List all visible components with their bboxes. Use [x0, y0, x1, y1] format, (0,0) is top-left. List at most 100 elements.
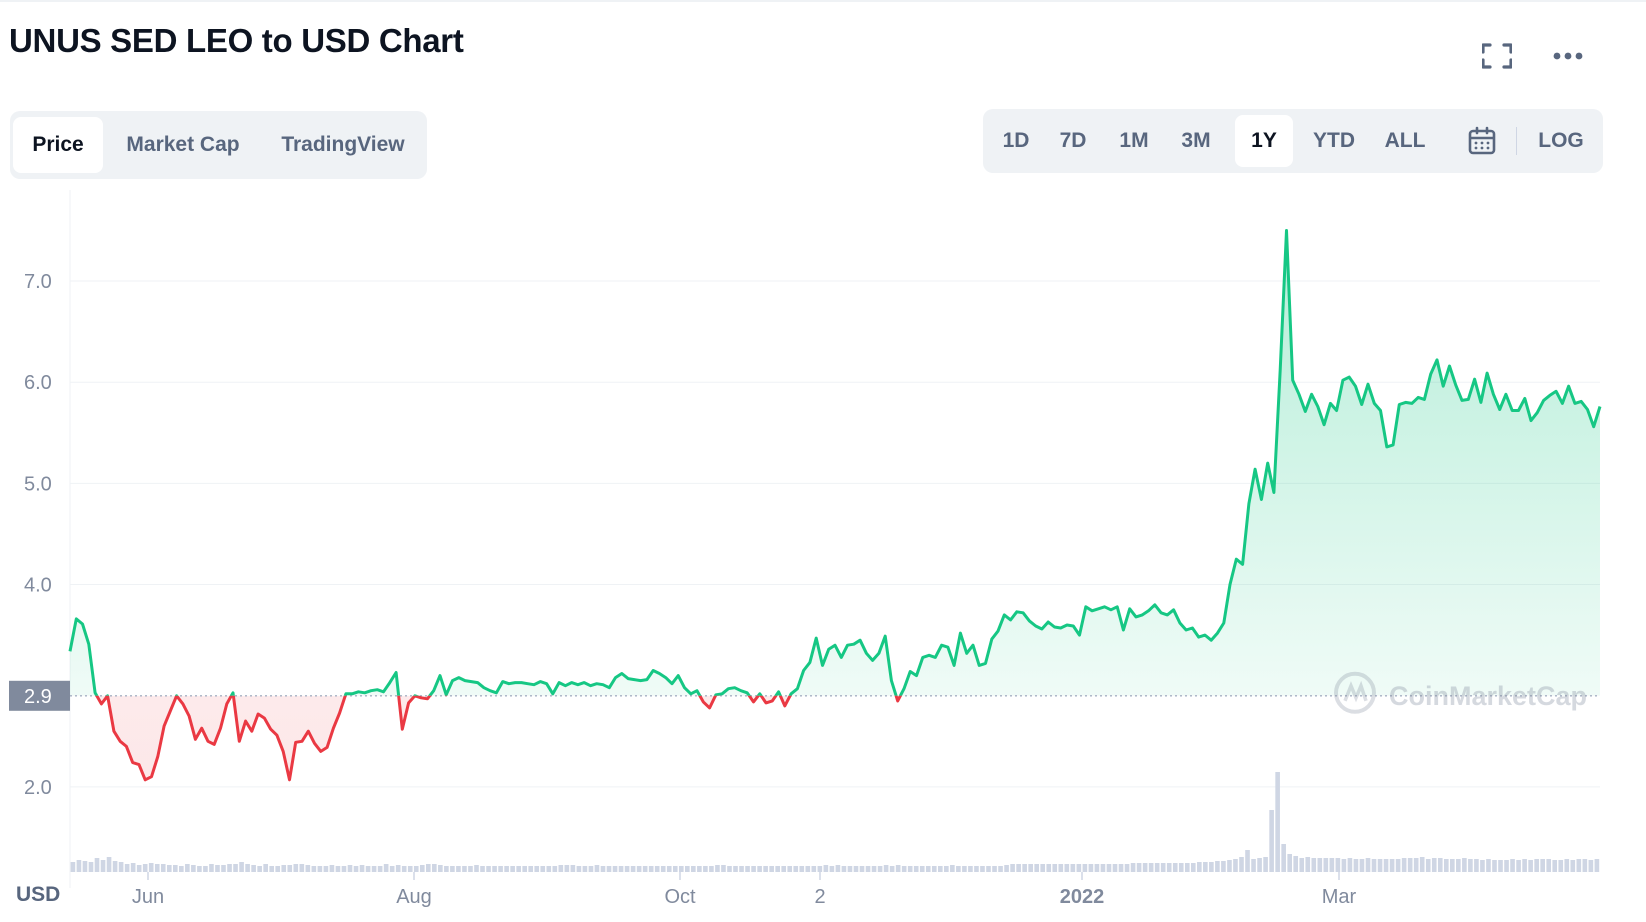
- volume-bar: [829, 866, 835, 872]
- range-1d[interactable]: 1D: [1002, 129, 1030, 152]
- volume-bar: [1034, 864, 1040, 872]
- volume-bar: [799, 866, 805, 872]
- x-tick-label: Oct: [664, 886, 696, 908]
- volume-bar: [962, 866, 967, 872]
- volume-bar: [480, 866, 485, 872]
- volume-bar: [925, 866, 931, 872]
- volume-bar: [1118, 864, 1124, 872]
- volume-bar: [287, 865, 293, 872]
- volume-bar: [1203, 862, 1208, 872]
- range-divider: [1516, 127, 1517, 155]
- volume-bar: [1552, 860, 1558, 872]
- range-ytd[interactable]: YTD: [1313, 129, 1355, 152]
- volume-bar: [124, 864, 130, 872]
- range-7d[interactable]: 7D: [1059, 129, 1087, 152]
- volume-bar: [540, 866, 546, 872]
- volume-bar: [889, 866, 895, 872]
- volume-bar: [1269, 810, 1274, 872]
- volume-bar: [1576, 859, 1582, 872]
- volume-bar: [365, 866, 371, 872]
- volume-bar: [715, 865, 720, 872]
- more-options-button[interactable]: [1548, 38, 1588, 74]
- tab-price[interactable]: Price: [13, 117, 103, 173]
- volume-bar: [1383, 859, 1389, 872]
- volume-bar: [570, 865, 576, 872]
- volume-bar: [1419, 857, 1425, 872]
- volume-bar: [883, 865, 889, 872]
- volume-bar: [1317, 858, 1323, 872]
- tab-tradingview[interactable]: TradingView: [281, 133, 405, 156]
- range-1y[interactable]: 1Y: [1235, 115, 1293, 167]
- volume-bar: [1293, 856, 1299, 872]
- volume-bar: [781, 866, 787, 872]
- y-tick-label: 2.0: [24, 777, 52, 799]
- y-tick-label: 5.0: [24, 473, 52, 495]
- x-tick-label: Mar: [1322, 886, 1357, 908]
- volume-bar: [413, 866, 419, 872]
- range-1m[interactable]: 1M: [1119, 129, 1149, 152]
- volume-bar: [1100, 864, 1106, 872]
- volume-bar: [1413, 858, 1419, 872]
- volume-bar: [215, 865, 220, 872]
- volume-bar: [1257, 858, 1262, 872]
- x-tick-label: Jun: [132, 886, 164, 908]
- volume-bar: [1329, 858, 1335, 872]
- volume-bar: [227, 864, 232, 872]
- range-all[interactable]: ALL: [1384, 129, 1426, 152]
- volume-bar: [1401, 858, 1407, 872]
- volume-bar: [1088, 864, 1094, 872]
- volume-bar: [221, 865, 226, 872]
- volume-bar: [269, 866, 275, 872]
- volume-bar: [1275, 772, 1280, 872]
- volume-bar: [1227, 860, 1232, 872]
- volume-bar: [299, 864, 305, 872]
- volume-bar: [1016, 864, 1021, 872]
- price-line-up: [68, 229, 1602, 696]
- volume-bar: [1106, 864, 1112, 872]
- volume-bar: [1022, 864, 1027, 872]
- volume-bar: [691, 866, 696, 872]
- volume-bar: [353, 866, 359, 872]
- volume-bar: [82, 861, 88, 872]
- range-3m[interactable]: 3M: [1181, 129, 1211, 152]
- volume-bar: [1245, 850, 1250, 872]
- volume-bar: [106, 857, 112, 872]
- volume-bar: [1371, 859, 1377, 872]
- volume-bar: [847, 866, 853, 872]
- volume-bar: [1263, 857, 1268, 872]
- log-scale-toggle[interactable]: LOG: [1538, 129, 1584, 152]
- volume-bar: [998, 866, 1003, 872]
- volume-bar: [1437, 858, 1443, 872]
- volume-bar: [1209, 862, 1214, 872]
- volume-bar: [986, 866, 991, 872]
- volume-bar: [359, 865, 365, 872]
- volume-bar: [1347, 858, 1353, 872]
- volume-bar: [1443, 859, 1449, 872]
- volume-bar: [395, 865, 401, 872]
- volume-bar: [1239, 857, 1244, 872]
- date-picker-button[interactable]: [1465, 123, 1499, 159]
- volume-bar: [1492, 860, 1497, 872]
- tab-market-cap[interactable]: Market Cap: [126, 133, 240, 156]
- watermark-logo: [1334, 671, 1376, 714]
- volume-bar: [1178, 863, 1184, 872]
- volume-bar: [1341, 859, 1347, 872]
- volume-bar: [239, 862, 244, 872]
- volume-bar: [383, 864, 389, 872]
- volume-bar: [323, 866, 329, 872]
- volume-bar: [757, 866, 762, 872]
- volume-bar: [727, 866, 732, 872]
- volume-bar: [1474, 859, 1479, 872]
- volume-bar: [817, 866, 823, 872]
- volume-bar: [1299, 858, 1305, 872]
- volume-bar: [1558, 860, 1564, 872]
- volume-bar: [944, 866, 949, 872]
- volume-bar: [516, 866, 521, 872]
- volume-bar: [1504, 860, 1509, 872]
- fullscreen-button[interactable]: [1477, 38, 1517, 74]
- volume-bar: [456, 866, 461, 872]
- volume-bar: [197, 866, 202, 872]
- volume-bar: [1335, 858, 1341, 872]
- volume-bar: [805, 866, 811, 872]
- volume-bar: [612, 866, 618, 872]
